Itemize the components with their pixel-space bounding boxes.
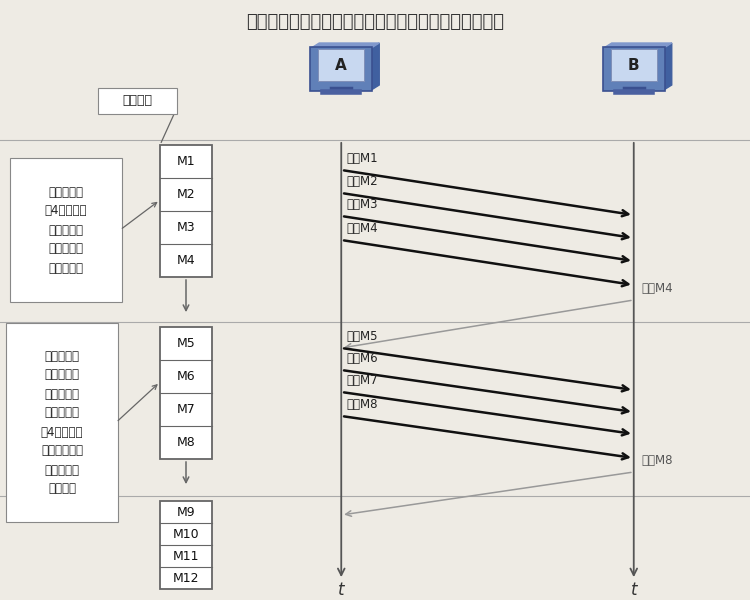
FancyBboxPatch shape — [603, 47, 664, 91]
Bar — [160, 145, 212, 277]
FancyBboxPatch shape — [318, 49, 364, 81]
FancyBboxPatch shape — [310, 47, 372, 91]
Text: M12: M12 — [172, 571, 200, 584]
Polygon shape — [311, 43, 380, 48]
Text: M9: M9 — [177, 505, 195, 518]
Text: 发送M5: 发送M5 — [346, 330, 378, 343]
Text: t: t — [338, 581, 344, 599]
Text: 确认M4: 确认M4 — [642, 282, 674, 295]
Polygon shape — [664, 43, 672, 90]
Text: 发送M1: 发送M1 — [346, 152, 378, 165]
Polygon shape — [604, 43, 672, 48]
Text: 发送M8: 发送M8 — [346, 398, 378, 411]
Text: 发送窗口中
有4个分组，
发送完后，
停止发送，
等待确认。: 发送窗口中 有4个分组， 发送完后， 停止发送， 等待确认。 — [45, 185, 87, 275]
Text: 收到确认后
窗口滑动到
此，可以发
送窗口中的
这4个分组，
发送完成后，
停止发送，
等待确认: 收到确认后 窗口滑动到 此，可以发 送窗口中的 这4个分组， 发送完成后， 停止… — [40, 349, 83, 496]
Polygon shape — [371, 43, 380, 90]
Text: M10: M10 — [172, 527, 200, 541]
FancyBboxPatch shape — [6, 323, 118, 522]
Text: 发送M7: 发送M7 — [346, 374, 378, 387]
Bar — [160, 327, 212, 459]
Text: M4: M4 — [177, 254, 195, 267]
Text: B: B — [628, 58, 640, 73]
Text: M6: M6 — [177, 370, 195, 383]
Text: 发送M2: 发送M2 — [346, 175, 378, 188]
Text: 发送M3: 发送M3 — [346, 198, 378, 211]
FancyBboxPatch shape — [98, 88, 177, 114]
Text: 发送M4: 发送M4 — [346, 222, 378, 235]
Text: 发送窗口: 发送窗口 — [122, 94, 152, 107]
FancyBboxPatch shape — [610, 49, 657, 81]
Text: A: A — [335, 58, 347, 73]
Text: 发送窗口中的分组连续发送，发送完后，停止等待确认: 发送窗口中的分组连续发送，发送完后，停止等待确认 — [246, 13, 504, 31]
FancyBboxPatch shape — [10, 158, 122, 302]
Text: M2: M2 — [177, 188, 195, 201]
Text: M7: M7 — [177, 403, 195, 416]
Text: 发送M6: 发送M6 — [346, 352, 378, 365]
Text: M3: M3 — [177, 221, 195, 234]
Text: M5: M5 — [177, 337, 195, 350]
Text: t: t — [631, 581, 637, 599]
Text: 确认M8: 确认M8 — [642, 454, 674, 467]
Text: M1: M1 — [177, 155, 195, 168]
Text: M8: M8 — [177, 436, 195, 449]
Bar — [160, 501, 212, 589]
Text: M11: M11 — [172, 550, 200, 563]
